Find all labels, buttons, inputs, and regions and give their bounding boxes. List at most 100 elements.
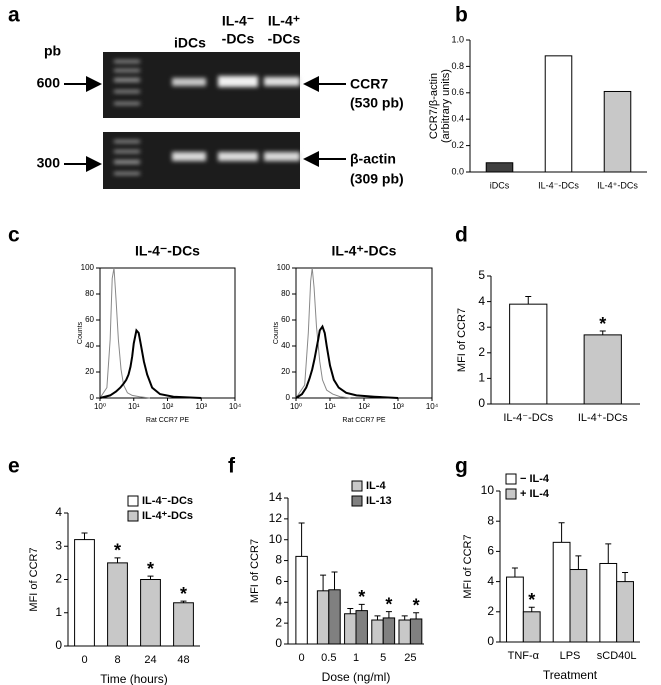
band-size: (309 pb) [350,171,404,187]
significance-mark: * [358,587,365,607]
y-axis-label: MFI of CCR7 [28,547,40,611]
y-tick-label: 6 [487,544,494,558]
error-bar [147,575,154,580]
bar [603,90,632,173]
legend-swatch [351,480,363,492]
error-bar [413,612,420,619]
x-tick-label: 24 [144,654,156,666]
y-tick-label: 4 [478,294,485,308]
y-tick-label: 1 [55,605,62,619]
bar [509,303,548,405]
significance-mark: * [114,541,121,561]
error-bar [401,615,408,621]
bar [107,562,128,647]
marker-label: 600 [37,75,61,91]
y-axis-label: MFI of CCR7 [456,308,468,372]
panel-letter: c [8,224,20,247]
y-tick-label: 0 [286,393,291,402]
y-tick-label: 14 [269,490,283,504]
x-tick-label: 10² [162,402,174,411]
x-axis-label: Rat CCR7 PE [342,417,386,424]
y-axis-label: CCR7/β-actin [428,73,440,139]
y-tick-label: 2 [55,572,62,586]
y-tick-label: 12 [269,511,283,525]
y-axis-label: (arbitrary units) [440,69,452,143]
lane-label: -DCs [222,31,255,47]
unit-label: pb [44,43,61,59]
y-tick-label: 4 [275,594,282,608]
bar [409,618,423,645]
bar [552,541,571,643]
panel-letter: e [8,455,20,478]
x-tick-label: 10³ [195,402,207,411]
x-axis-label: Rat CCR7 PE [146,417,190,424]
y-tick-label: 8 [275,553,282,567]
band-label: β-actin [350,151,396,167]
y-tick-label: 0 [275,636,282,650]
legend-label: + IL-4 [520,488,550,500]
legend-label: IL-4⁻-DCs [142,495,193,507]
x-tick-label: 10⁰ [290,402,302,411]
x-tick-label: 10⁴ [426,402,439,411]
y-tick-label: 0 [478,396,485,410]
panel-letter: d [455,224,468,247]
error-bar [528,606,535,612]
y-tick-label: 40 [85,341,94,350]
bar [140,579,161,647]
bar [569,569,588,643]
y-tick-label: 3 [55,538,62,552]
legend-swatch [505,473,517,485]
error-bar [374,615,381,621]
y-tick-label: 0 [487,634,494,648]
x-tick-label: 8 [114,654,120,666]
y-tick-label: 10 [481,483,495,497]
y-tick-label: 1 [478,371,485,385]
error-bar [331,571,338,590]
lane-label: IL-4⁺ [268,13,300,29]
significance-mark: * [599,314,606,334]
error-bar [575,555,582,570]
y-tick-label: 0.8 [451,61,464,71]
y-tick-label: 80 [281,289,290,298]
histogram-curve [99,328,202,399]
y-tick-label: 0 [90,393,95,402]
legend-swatch [351,495,363,507]
error-bar [605,543,612,564]
legend-swatch [505,488,517,500]
y-tick-label: 80 [85,289,94,298]
error-bar [298,522,305,557]
bar [173,602,194,647]
error-bar [385,611,392,618]
x-tick-label: 10¹ [128,402,140,411]
bands [172,76,300,161]
error-bar [558,522,565,543]
significance-mark: * [528,590,535,610]
significance-mark: * [147,559,154,579]
bar [583,334,622,405]
x-tick-label: LPS [560,650,581,662]
lane-label: -DCs [268,31,301,47]
y-axis-label: Counts [77,321,84,344]
significance-mark: * [385,594,392,614]
x-tick-label: iDCs [490,180,510,190]
panel-letter: b [455,4,468,27]
x-tick-label: IL-4⁻-DCs [503,412,553,424]
bar [485,162,514,173]
error-bar [114,557,121,563]
x-tick-label: 25 [404,652,416,664]
y-tick-label: 0.4 [451,114,464,124]
error-bar [599,330,606,335]
error-bar [347,608,354,614]
bar [316,590,330,645]
legend-swatch [127,495,139,507]
y-tick-label: 60 [281,315,290,324]
y-tick-label: 0.0 [451,166,464,176]
y-tick-label: 40 [281,341,290,350]
y-tick-label: 20 [281,367,290,376]
x-tick-label: IL-4⁻-DCs [538,180,579,190]
plot-frame [99,267,236,399]
x-tick-label: TNF-α [508,650,540,662]
x-axis-label: Dose (ng/ml) [322,670,391,684]
